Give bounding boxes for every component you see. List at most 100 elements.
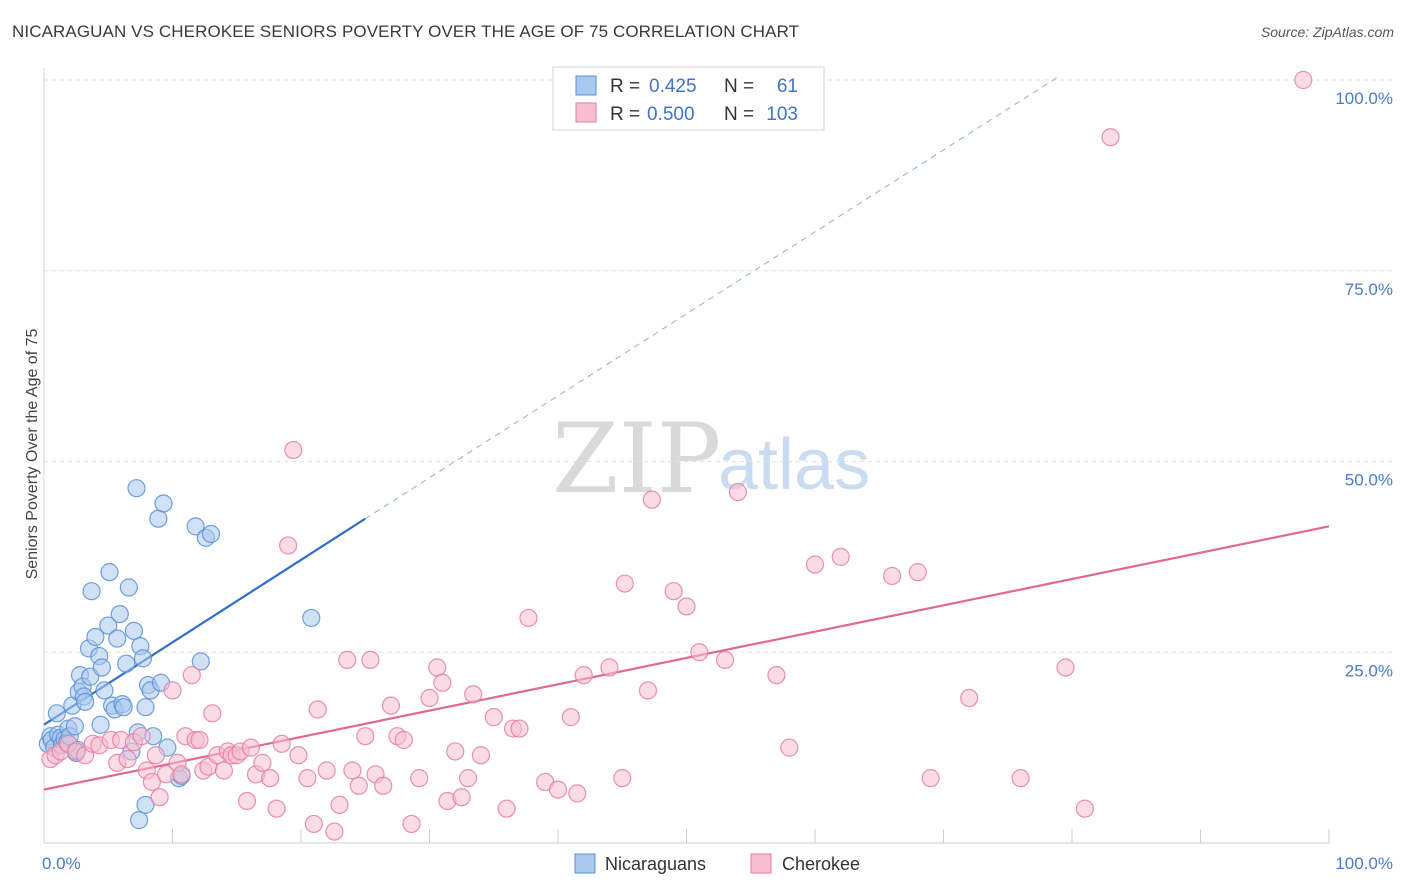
legend-n-label-cherokee: N = [724, 104, 754, 125]
point-cherokee-86 [642, 490, 661, 509]
point-cherokee-40 [267, 799, 286, 818]
point-cherokee-101 [1056, 658, 1075, 677]
point-nicaraguans-30 [100, 563, 119, 582]
point-cherokee-103 [1101, 128, 1120, 147]
point-cherokee-80 [568, 784, 587, 803]
point-cherokee-65 [433, 673, 452, 692]
point-cherokee-13 [132, 727, 151, 746]
point-cherokee-95 [831, 547, 850, 566]
point-cherokee-61 [402, 814, 421, 834]
y-tick-label-1: 50.0% [1345, 471, 1393, 490]
series-cherokee [41, 70, 1313, 841]
point-cherokee-73 [497, 799, 516, 818]
point-cherokee-64 [428, 658, 447, 677]
bottom-legend: Nicaraguans Cherokee [574, 853, 860, 874]
point-nicaraguans-40 [124, 621, 144, 640]
legend-box [552, 66, 825, 131]
y-tick-label-3: 100.0% [1335, 89, 1393, 108]
point-nicaraguans-29 [99, 616, 118, 635]
y-tick-label-2: 75.0% [1345, 280, 1393, 299]
point-nicaraguans-49 [149, 509, 168, 528]
bottom-legend-label-cherokee: Cherokee [782, 854, 860, 874]
y-tick-label-0: 25.0% [1345, 661, 1393, 680]
point-cherokee-97 [908, 563, 927, 582]
legend-n-value-cherokee: 103 [766, 104, 798, 125]
point-cherokee-42 [279, 536, 298, 555]
legend-swatch-cherokee [575, 102, 597, 123]
point-cherokee-96 [882, 566, 902, 586]
point-cherokee-75 [510, 719, 529, 738]
point-cherokee-39 [261, 769, 280, 788]
point-cherokee-47 [308, 700, 327, 719]
point-cherokee-91 [728, 482, 748, 502]
chart-title: NICARAGUAN VS CHEROKEE SENIORS POVERTY O… [12, 22, 800, 41]
point-nicaraguans-33 [108, 629, 127, 648]
point-cherokee-88 [677, 597, 696, 616]
point-cherokee-82 [600, 658, 619, 677]
point-cherokee-58 [381, 696, 401, 715]
point-nicaraguans-51 [154, 494, 173, 513]
point-cherokee-69 [458, 769, 478, 788]
point-cherokee-17 [150, 788, 169, 807]
point-cherokee-102 [1075, 799, 1094, 818]
point-cherokee-93 [780, 738, 799, 757]
point-cherokee-49 [325, 822, 344, 841]
point-nicaraguans-59 [302, 608, 321, 628]
point-cherokee-70 [464, 685, 483, 704]
point-nicaraguans-37 [117, 654, 136, 673]
series-nicaraguans [38, 479, 321, 830]
point-cherokee-76 [519, 608, 538, 628]
point-cherokee-92 [767, 666, 786, 685]
point-cherokee-15 [142, 772, 162, 792]
point-cherokee-81 [574, 666, 593, 685]
point-nicaraguans-26 [91, 715, 110, 734]
x-tick-label-0: 0.0% [42, 854, 81, 873]
point-cherokee-41 [272, 734, 291, 753]
point-cherokee-23 [182, 666, 201, 685]
tick-labels: 25.0% 50.0% 75.0% 100.0% 0.0% 100.0% [42, 89, 1393, 873]
point-nicaraguans-20 [76, 692, 95, 711]
point-cherokee-72 [484, 708, 503, 727]
point-cherokee-30 [214, 761, 233, 780]
legend-r-label-cherokee: R = [610, 104, 640, 125]
point-cherokee-94 [805, 555, 825, 574]
point-cherokee-52 [343, 761, 362, 780]
point-cherokee-100 [1011, 769, 1030, 788]
bottom-legend-label-nicaraguans: Nicaraguans [605, 854, 706, 874]
point-cherokee-78 [548, 780, 568, 799]
bottom-legend-swatch-nicaraguans [574, 853, 596, 874]
point-nicaraguans-23 [82, 582, 101, 601]
point-cherokee-83 [613, 769, 632, 788]
legend-r-value-cherokee: 0.500 [647, 104, 695, 125]
grid-lines [44, 79, 1392, 653]
point-cherokee-16 [146, 746, 165, 765]
trend-line-extension-nicaraguans [364, 75, 1060, 520]
point-nicaraguans-4 [47, 704, 66, 723]
point-nicaraguans-56 [191, 652, 210, 671]
watermark: ZIP atlas [552, 403, 870, 515]
point-nicaraguans-34 [110, 604, 129, 624]
bottom-legend-swatch-cherokee [750, 853, 772, 874]
point-nicaraguans-60 [129, 811, 149, 830]
point-cherokee-85 [638, 681, 658, 700]
point-cherokee-46 [304, 814, 323, 834]
y-axis-label: Seniors Poverty Over the Age of 75 [24, 329, 41, 580]
point-cherokee-87 [664, 582, 683, 601]
axes [43, 68, 1330, 844]
source-label: Source: ZipAtlas.com [1260, 24, 1394, 40]
point-cherokee-51 [338, 650, 357, 669]
point-cherokee-36 [241, 738, 260, 757]
point-cherokee-35 [237, 791, 257, 811]
point-cherokee-63 [420, 688, 439, 708]
point-cherokee-57 [374, 776, 393, 795]
point-cherokee-62 [410, 769, 429, 788]
point-nicaraguans-58 [201, 524, 221, 544]
point-cherokee-25 [190, 730, 209, 750]
point-nicaraguans-24 [86, 627, 105, 647]
point-nicaraguans-61 [136, 795, 155, 814]
point-cherokee-19 [163, 681, 182, 700]
point-nicaraguans-55 [186, 517, 205, 536]
point-cherokee-48 [317, 761, 336, 780]
point-nicaraguans-41 [127, 479, 146, 498]
